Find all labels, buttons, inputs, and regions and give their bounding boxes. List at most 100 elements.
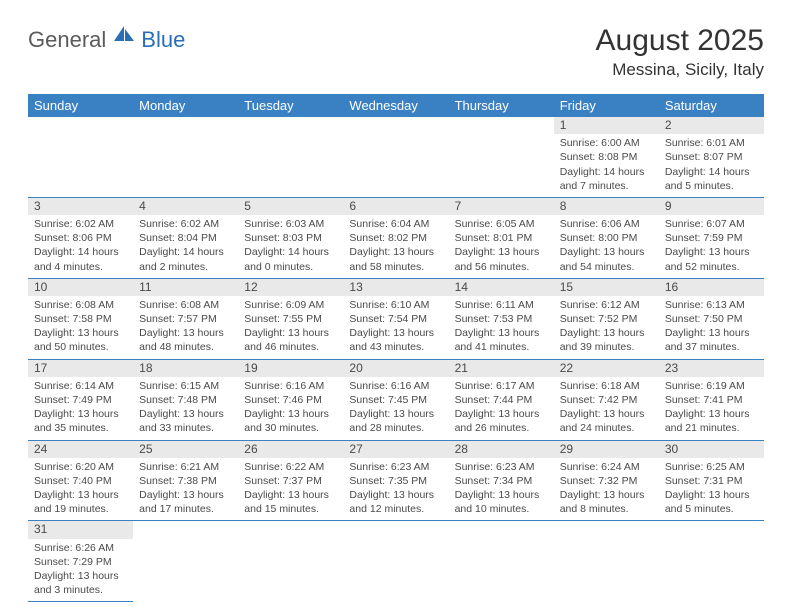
sunset-text: Sunset: 8:07 PM [665,150,758,164]
sunset-text: Sunset: 7:44 PM [455,393,548,407]
sunset-text: Sunset: 7:29 PM [34,555,127,569]
daylight-text: Daylight: 13 hours and 52 minutes. [665,245,758,273]
sunset-text: Sunset: 8:04 PM [139,231,232,245]
weekday-header: Saturday [659,94,764,117]
weekday-header: Tuesday [238,94,343,117]
day-body: Sunrise: 6:10 AMSunset: 7:54 PMDaylight:… [343,296,448,359]
daylight-text: Daylight: 13 hours and 50 minutes. [34,326,127,354]
day-number: 10 [28,279,133,296]
day-number: 7 [449,198,554,215]
calendar-row: 10Sunrise: 6:08 AMSunset: 7:58 PMDayligh… [28,278,764,359]
day-number: 19 [238,360,343,377]
day-body: Sunrise: 6:23 AMSunset: 7:34 PMDaylight:… [449,458,554,521]
calendar-cell [343,521,448,602]
day-number: 3 [28,198,133,215]
day-number: 27 [343,441,448,458]
daylight-text: Daylight: 13 hours and 37 minutes. [665,326,758,354]
logo: General Blue [28,24,185,55]
day-number: 16 [659,279,764,296]
sunset-text: Sunset: 7:40 PM [34,474,127,488]
daylight-text: Daylight: 13 hours and 17 minutes. [139,488,232,516]
sunrise-text: Sunrise: 6:14 AM [34,379,127,393]
daylight-text: Daylight: 13 hours and 24 minutes. [560,407,653,435]
day-body: Sunrise: 6:20 AMSunset: 7:40 PMDaylight:… [28,458,133,521]
day-body: Sunrise: 6:19 AMSunset: 7:41 PMDaylight:… [659,377,764,440]
calendar-row: 24Sunrise: 6:20 AMSunset: 7:40 PMDayligh… [28,440,764,521]
sunrise-text: Sunrise: 6:06 AM [560,217,653,231]
day-body: Sunrise: 6:00 AMSunset: 8:08 PMDaylight:… [554,134,659,197]
sunrise-text: Sunrise: 6:08 AM [139,298,232,312]
calendar-cell: 3Sunrise: 6:02 AMSunset: 8:06 PMDaylight… [28,197,133,278]
daylight-text: Daylight: 13 hours and 5 minutes. [665,488,758,516]
calendar-cell [659,521,764,602]
calendar-row: 1Sunrise: 6:00 AMSunset: 8:08 PMDaylight… [28,117,764,197]
calendar-cell: 11Sunrise: 6:08 AMSunset: 7:57 PMDayligh… [133,278,238,359]
calendar-cell: 7Sunrise: 6:05 AMSunset: 8:01 PMDaylight… [449,197,554,278]
day-number: 5 [238,198,343,215]
day-body: Sunrise: 6:24 AMSunset: 7:32 PMDaylight:… [554,458,659,521]
daylight-text: Daylight: 13 hours and 54 minutes. [560,245,653,273]
day-body: Sunrise: 6:16 AMSunset: 7:45 PMDaylight:… [343,377,448,440]
sunset-text: Sunset: 7:58 PM [34,312,127,326]
day-number: 26 [238,441,343,458]
sunset-text: Sunset: 7:34 PM [455,474,548,488]
weekday-header: Monday [133,94,238,117]
sunset-text: Sunset: 8:00 PM [560,231,653,245]
day-body: Sunrise: 6:02 AMSunset: 8:04 PMDaylight:… [133,215,238,278]
day-number: 24 [28,441,133,458]
calendar-row: 31Sunrise: 6:26 AMSunset: 7:29 PMDayligh… [28,521,764,602]
sunset-text: Sunset: 7:38 PM [139,474,232,488]
sunrise-text: Sunrise: 6:20 AM [34,460,127,474]
day-number: 15 [554,279,659,296]
sunrise-text: Sunrise: 6:08 AM [34,298,127,312]
sunset-text: Sunset: 7:48 PM [139,393,232,407]
sunset-text: Sunset: 7:53 PM [455,312,548,326]
day-number: 30 [659,441,764,458]
day-body: Sunrise: 6:11 AMSunset: 7:53 PMDaylight:… [449,296,554,359]
sunrise-text: Sunrise: 6:16 AM [349,379,442,393]
sunset-text: Sunset: 7:46 PM [244,393,337,407]
sunrise-text: Sunrise: 6:03 AM [244,217,337,231]
calendar-cell: 25Sunrise: 6:21 AMSunset: 7:38 PMDayligh… [133,440,238,521]
sunrise-text: Sunrise: 6:01 AM [665,136,758,150]
daylight-text: Daylight: 13 hours and 19 minutes. [34,488,127,516]
sunset-text: Sunset: 7:54 PM [349,312,442,326]
daylight-text: Daylight: 14 hours and 5 minutes. [665,165,758,193]
calendar-cell [554,521,659,602]
calendar-cell [133,117,238,197]
calendar-cell: 14Sunrise: 6:11 AMSunset: 7:53 PMDayligh… [449,278,554,359]
daylight-text: Daylight: 13 hours and 39 minutes. [560,326,653,354]
day-number: 18 [133,360,238,377]
sunrise-text: Sunrise: 6:25 AM [665,460,758,474]
day-body: Sunrise: 6:08 AMSunset: 7:57 PMDaylight:… [133,296,238,359]
sunset-text: Sunset: 7:41 PM [665,393,758,407]
daylight-text: Daylight: 13 hours and 43 minutes. [349,326,442,354]
sunrise-text: Sunrise: 6:02 AM [139,217,232,231]
calendar-cell [133,521,238,602]
day-body: Sunrise: 6:15 AMSunset: 7:48 PMDaylight:… [133,377,238,440]
sunset-text: Sunset: 8:03 PM [244,231,337,245]
sunset-text: Sunset: 8:06 PM [34,231,127,245]
calendar-row: 17Sunrise: 6:14 AMSunset: 7:49 PMDayligh… [28,359,764,440]
day-body: Sunrise: 6:26 AMSunset: 7:29 PMDaylight:… [28,539,133,602]
sunrise-text: Sunrise: 6:13 AM [665,298,758,312]
day-body: Sunrise: 6:09 AMSunset: 7:55 PMDaylight:… [238,296,343,359]
day-number: 12 [238,279,343,296]
daylight-text: Daylight: 14 hours and 7 minutes. [560,165,653,193]
sail-icon [112,24,136,49]
calendar-cell: 20Sunrise: 6:16 AMSunset: 7:45 PMDayligh… [343,359,448,440]
sunset-text: Sunset: 7:32 PM [560,474,653,488]
sunrise-text: Sunrise: 6:15 AM [139,379,232,393]
day-body: Sunrise: 6:08 AMSunset: 7:58 PMDaylight:… [28,296,133,359]
header: General Blue August 2025 Messina, Sicily… [28,24,764,80]
day-number: 2 [659,117,764,134]
calendar-cell: 28Sunrise: 6:23 AMSunset: 7:34 PMDayligh… [449,440,554,521]
calendar-cell: 15Sunrise: 6:12 AMSunset: 7:52 PMDayligh… [554,278,659,359]
sunset-text: Sunset: 7:59 PM [665,231,758,245]
calendar-cell [449,521,554,602]
daylight-text: Daylight: 13 hours and 12 minutes. [349,488,442,516]
day-body: Sunrise: 6:18 AMSunset: 7:42 PMDaylight:… [554,377,659,440]
day-number: 9 [659,198,764,215]
daylight-text: Daylight: 13 hours and 10 minutes. [455,488,548,516]
calendar-cell: 1Sunrise: 6:00 AMSunset: 8:08 PMDaylight… [554,117,659,197]
